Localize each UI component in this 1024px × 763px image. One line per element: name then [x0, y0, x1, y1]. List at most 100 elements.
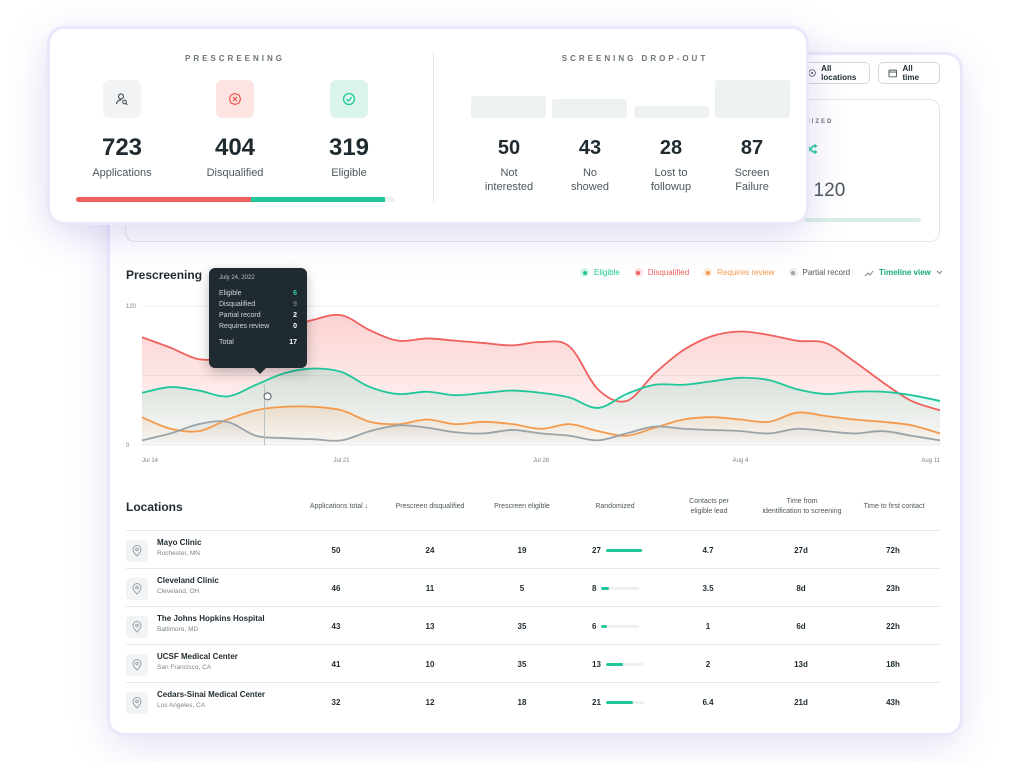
tooltip-label: Partial record	[219, 312, 261, 319]
cell-first-contact: 23h	[886, 584, 900, 593]
location-name[interactable]: Mayo Clinic	[157, 538, 202, 547]
prescreening-summary-card	[50, 29, 806, 222]
cell-first-contact: 43h	[886, 698, 900, 707]
randomized-count: 13	[592, 660, 601, 669]
table-row[interactable]: The Johns Hopkins Hospital Baltimore, MD 4…	[126, 606, 940, 644]
shuffle-icon	[801, 139, 821, 159]
table-row[interactable]: Cedars-Sinai Medical Center Los Angeles, …	[126, 682, 940, 720]
timeline-view-label: Timeline view	[879, 268, 931, 277]
randomized-progress	[805, 218, 921, 222]
eligible-value: 319	[328, 134, 370, 161]
location-name[interactable]: Cedars-Sinai Medical Center	[157, 690, 266, 699]
cell-first-contact: 22h	[886, 622, 900, 631]
location-pin-icon	[126, 578, 148, 600]
all-locations-filter[interactable]: All locations	[798, 62, 870, 84]
x-tick-label: Jul 28	[533, 458, 550, 464]
timeline-view-dropdown[interactable]: Timeline view	[864, 268, 943, 277]
tooltip-row-review: Requires review 0	[219, 323, 297, 330]
table-row[interactable]: Cleveland Clinic Cleveland, OH 46 11 5 3.5 8d 2…	[126, 568, 940, 606]
progress-disqualified	[76, 197, 252, 202]
legend-item-partial-record[interactable]: Partial record	[788, 268, 850, 277]
table-row[interactable]: Mayo Clinic Rochester, MN 50 24 19 4.7 27d 72h 2…	[126, 530, 940, 568]
sort-down-icon: ↓	[364, 503, 369, 510]
location-pin-icon	[126, 616, 148, 638]
header-contacts-per-lead[interactable]: Contacts per eligible lead	[672, 497, 746, 517]
header-prescreen-disqualified[interactable]: Prescreen disqualified	[395, 503, 465, 510]
location-name[interactable]: Cleveland Clinic	[157, 576, 219, 585]
legend-item-requires-review[interactable]: Requires review	[703, 268, 775, 277]
dropout-label: Screen Failure	[712, 166, 792, 194]
header-contacts-line2: eligible lead	[690, 508, 728, 515]
header-time-screen-line1: Time from	[786, 498, 818, 505]
legend-item-eligible[interactable]: Eligible	[580, 268, 620, 277]
cell-eligible: 35	[517, 660, 527, 669]
locations-title: Locations	[126, 500, 183, 514]
legend-label: Eligible	[594, 268, 620, 277]
location-pin-icon	[126, 692, 148, 714]
cell-eligible: 5	[519, 584, 525, 593]
close-circle-icon	[216, 80, 254, 118]
randomized-value: f 120	[803, 180, 846, 201]
cell-contacts: 4.7	[702, 546, 714, 555]
cell-contacts: 1	[705, 622, 711, 631]
randomized-bar-fill	[601, 587, 610, 590]
dropout-label-line: interested	[484, 181, 534, 193]
location-name[interactable]: UCSF Medical Center	[157, 652, 238, 661]
header-time-screen-line2: identification to screening	[762, 508, 842, 515]
pointer-cursor-icon	[263, 392, 272, 401]
randomized-bar	[601, 625, 640, 628]
dropout-label-line: followup	[650, 181, 692, 193]
header-applications-total[interactable]: Applications total ↓	[300, 502, 378, 512]
tooltip-label: Eligible	[219, 290, 242, 297]
calendar-icon	[888, 69, 898, 78]
series-line-eligible[interactable]	[141, 367, 941, 409]
tooltip-label: Requires review	[219, 323, 270, 330]
legend-label: Requires review	[717, 268, 775, 277]
legend-item-disqualified[interactable]: Disqualified	[633, 268, 690, 277]
cell-randomized: 6	[592, 622, 640, 631]
randomized-bar	[605, 549, 644, 552]
cell-applications: 46	[331, 584, 341, 593]
randomized-heading: OMIZED	[798, 119, 834, 125]
table-row[interactable]: UCSF Medical Center San Francisco, CA 41 10…	[126, 644, 940, 682]
tooltip-total-value: 17	[289, 339, 297, 346]
chart-tooltip: July 24, 2022 Eligible 6 Disqualified 9 Pa…	[209, 268, 307, 374]
location-pin-icon	[808, 69, 816, 77]
series-line-requires-review[interactable]	[141, 405, 941, 437]
all-time-label: All time	[902, 64, 919, 82]
x-tick-label: Aug 4	[733, 458, 749, 464]
header-time-to-screening[interactable]: Time from identification to screening	[750, 497, 854, 517]
cell-first-contact: 18h	[886, 660, 900, 669]
cell-disqualified: 13	[425, 622, 435, 631]
series-line-partial-record[interactable]	[141, 420, 941, 442]
randomized-count: 8	[592, 584, 597, 593]
dropout-bar-screen-failure	[715, 80, 790, 118]
tooltip-total-label: Total	[219, 339, 234, 346]
chevron-down-icon	[936, 270, 943, 275]
x-tick-label: Jul 21	[333, 458, 350, 464]
dropout-value: 28	[659, 137, 683, 159]
cell-eligible: 19	[517, 546, 527, 555]
location-name[interactable]: The Johns Hopkins Hospital	[157, 614, 265, 623]
legend-dot	[580, 268, 589, 277]
all-time-filter[interactable]: All time	[878, 62, 940, 84]
dropout-value: 87	[740, 137, 764, 159]
prescreening-chart[interactable]: 120 0 Jul 14 Jul 21 Jul 28 Aug 4 Aug 11	[120, 290, 945, 470]
section-divider	[433, 52, 434, 202]
cell-applications: 32	[331, 698, 341, 707]
legend-dot	[703, 268, 713, 277]
dropout-label: No showed	[550, 166, 630, 194]
header-randomized[interactable]: Randomized	[595, 503, 635, 510]
user-search-icon	[103, 80, 141, 118]
legend-label: Disqualified	[647, 268, 690, 277]
dropout-label: Lost to followup	[631, 166, 711, 194]
header-time-to-first-contact[interactable]: Time to first contact	[863, 503, 925, 510]
progress-eligible	[251, 197, 386, 202]
cell-eligible: 18	[517, 698, 527, 707]
tooltip-value: 9	[293, 301, 297, 308]
header-prescreen-eligible[interactable]: Prescreen eligible	[494, 503, 550, 510]
location-pin-icon	[126, 654, 148, 676]
tooltip-value: 6	[293, 290, 297, 297]
tooltip-label: Disqualified	[219, 301, 256, 308]
cell-time-screen: 21d	[794, 698, 808, 707]
